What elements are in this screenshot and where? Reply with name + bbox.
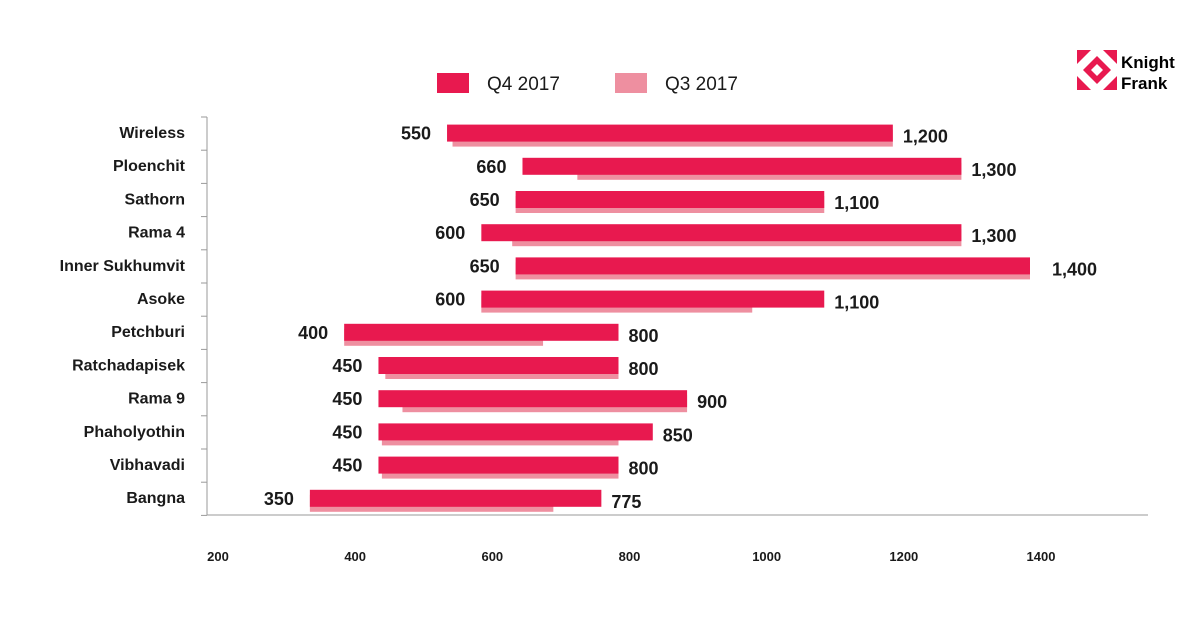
category-label: Inner Sukhumvit bbox=[60, 258, 186, 275]
bar-q4 bbox=[522, 157, 962, 175]
category-label: Wireless bbox=[119, 125, 185, 142]
data-label-high: 1,300 bbox=[971, 160, 1016, 180]
data-label-low: 600 bbox=[435, 223, 465, 243]
data-label-high: 850 bbox=[663, 425, 693, 445]
data-label-high: 800 bbox=[629, 359, 659, 379]
bar-q4 bbox=[378, 423, 653, 441]
legend-label-q4: Q4 2017 bbox=[487, 74, 560, 95]
data-label-high: 1,200 bbox=[903, 127, 948, 147]
legend-swatch-q4 bbox=[437, 73, 469, 93]
category-label: Rama 9 bbox=[128, 391, 185, 408]
bar-q4 bbox=[515, 257, 1030, 275]
legend-label-q3: Q3 2017 bbox=[665, 74, 738, 95]
logo-text-line2: Frank bbox=[1121, 74, 1168, 93]
data-label-high: 900 bbox=[697, 392, 727, 412]
data-label-low: 400 bbox=[298, 323, 328, 343]
data-label-low: 550 bbox=[401, 124, 431, 144]
bar-q4 bbox=[447, 124, 893, 142]
data-label-high: 775 bbox=[611, 492, 641, 512]
x-tick-label: 1200 bbox=[889, 549, 918, 564]
knight-frank-logo: Knight Frank bbox=[1077, 50, 1175, 93]
data-label-low: 450 bbox=[332, 456, 362, 476]
data-label-high: 1,400 bbox=[1052, 259, 1097, 279]
bar-q4 bbox=[481, 290, 825, 308]
bar-q4 bbox=[378, 357, 619, 374]
data-label-low: 450 bbox=[332, 389, 362, 409]
bar-q4 bbox=[378, 456, 619, 474]
x-tick-label: 600 bbox=[481, 549, 503, 564]
x-tick-label: 800 bbox=[619, 549, 641, 564]
bar-q4 bbox=[344, 323, 619, 341]
data-label-high: 1,300 bbox=[971, 226, 1016, 246]
logo-mark-icon bbox=[1077, 50, 1117, 90]
bar-q4 bbox=[309, 489, 602, 507]
data-label-high: 800 bbox=[629, 459, 659, 479]
category-label: Asoke bbox=[137, 291, 185, 308]
legend-swatch-q3 bbox=[615, 73, 647, 93]
data-label-low: 660 bbox=[476, 157, 506, 177]
logo-text-line1: Knight bbox=[1121, 53, 1175, 72]
x-tick-label: 1400 bbox=[1027, 549, 1056, 564]
x-tick-label: 1000 bbox=[752, 549, 781, 564]
category-label: Bangna bbox=[126, 490, 185, 507]
data-label-low: 350 bbox=[264, 489, 294, 509]
category-label: Petchburi bbox=[111, 324, 185, 341]
category-label: Ploenchit bbox=[113, 158, 186, 175]
category-label: Sathorn bbox=[125, 191, 185, 208]
data-label-high: 1,100 bbox=[834, 193, 879, 213]
bar-q4 bbox=[515, 191, 825, 208]
category-label: Vibhavadi bbox=[110, 457, 185, 474]
x-tick-label: 200 bbox=[207, 549, 229, 564]
data-label-low: 650 bbox=[470, 256, 500, 276]
x-tick-label: 400 bbox=[344, 549, 366, 564]
plot-area: 200 400 600 800 1000 1200 1400 Wireless 550 1,200… bbox=[60, 116, 1148, 564]
category-label: Phaholyothin bbox=[84, 424, 185, 441]
data-label-low: 450 bbox=[332, 422, 362, 442]
category-label: Ratchadapisek bbox=[72, 357, 185, 374]
data-label-low: 450 bbox=[332, 356, 362, 376]
legend: Q4 2017 Q3 2017 bbox=[437, 73, 738, 95]
data-label-low: 650 bbox=[470, 190, 500, 210]
data-label-high: 800 bbox=[629, 326, 659, 346]
bar-q4 bbox=[378, 390, 688, 408]
category-label: Rama 4 bbox=[128, 225, 185, 242]
data-label-high: 1,100 bbox=[834, 293, 879, 313]
bar-q4 bbox=[481, 224, 962, 242]
data-label-low: 600 bbox=[435, 290, 465, 310]
